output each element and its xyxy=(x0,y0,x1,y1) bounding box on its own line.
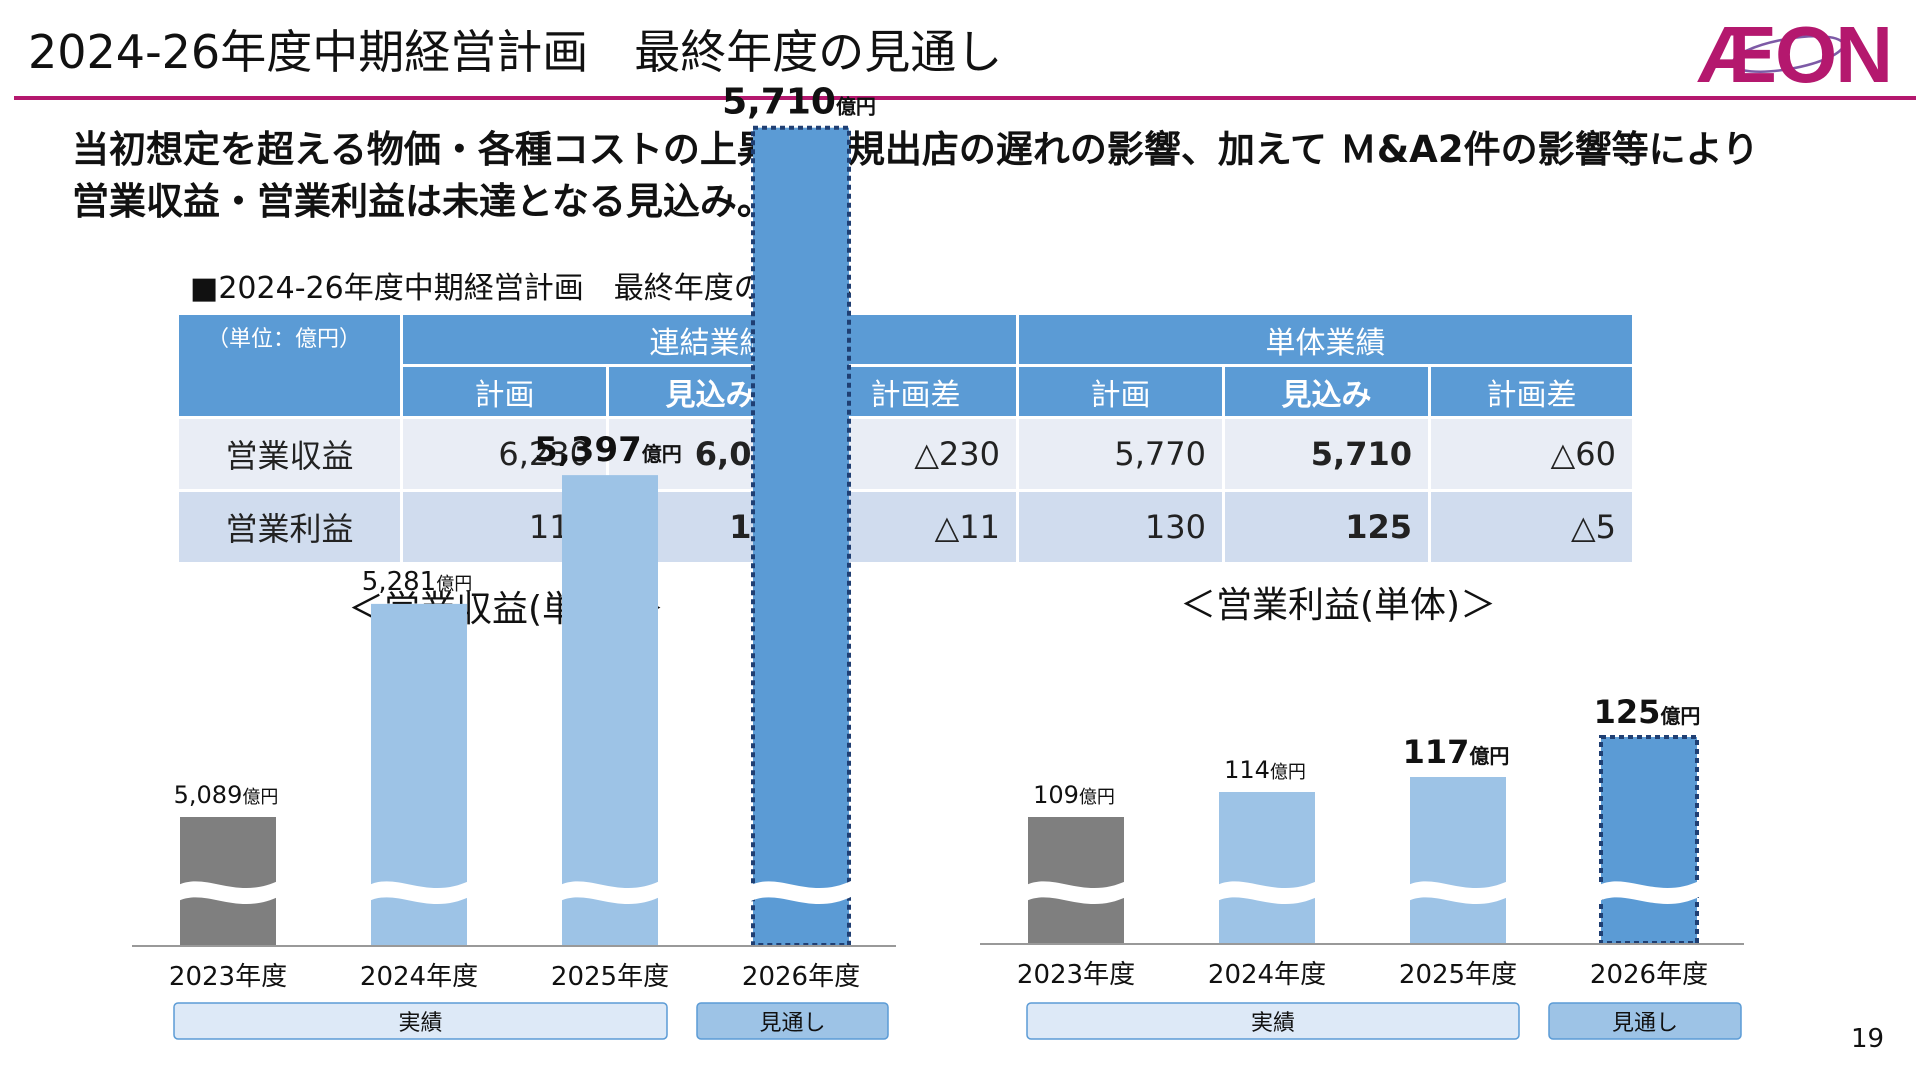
cell-single-plan: 130 xyxy=(1016,489,1225,565)
row-label: 営業収益 xyxy=(176,416,403,492)
bar-chart-revenue: 5,089億円 2023年度 5,281億円 2024年度 5,397億円 2025年度 5… xyxy=(132,82,896,1040)
row-label: 営業利益 xyxy=(176,489,403,565)
data-label: 125億円 xyxy=(1594,693,1701,731)
aeon-logo: ÆON xyxy=(1697,12,1893,92)
axis-break-mark xyxy=(1406,880,1510,905)
group-label: 見通し xyxy=(759,1011,825,1036)
group-label: 実績 xyxy=(1251,1011,1295,1036)
axis-break-mark xyxy=(367,880,471,905)
group-label: 見通し xyxy=(1612,1011,1678,1036)
cell-cons-plan: 6,230 xyxy=(400,416,609,492)
bar xyxy=(1028,817,1124,943)
category-label: 2024年度 xyxy=(1208,960,1326,990)
lead-line-2: 営業収益・営業利益は未達となる見込み。 xyxy=(72,180,774,223)
bar xyxy=(180,817,276,945)
header-single-forecast: 見込み xyxy=(1222,364,1431,419)
category-label: 2025年度 xyxy=(1399,960,1517,990)
header-standalone: 単体業績 xyxy=(1016,312,1635,367)
bar xyxy=(562,475,658,945)
group-band xyxy=(696,1002,889,1040)
category-label: 2023年度 xyxy=(169,962,287,992)
group-label: 実績 xyxy=(398,1011,442,1036)
axis-break-mark xyxy=(1215,880,1319,905)
data-label: 5,089億円 xyxy=(174,781,279,809)
svg-text:ÆON: ÆON xyxy=(1697,12,1891,92)
axis-break-mark xyxy=(1024,880,1128,905)
unit-label: （単位：億円） xyxy=(176,312,403,419)
group-band xyxy=(1026,1002,1520,1040)
bar xyxy=(751,125,851,947)
axis-break-mark xyxy=(749,880,853,905)
header-single-plan: 計画 xyxy=(1016,364,1225,419)
page-title: 2024-26年度中期経営計画 最終年度の見通し xyxy=(28,25,1003,79)
title-underline xyxy=(14,96,1916,100)
header-consolidated: 連結業績 xyxy=(400,312,1019,367)
axis-break-mark xyxy=(558,880,662,905)
table-header-row-groups: （単位：億円） 連結業績 単体業績 xyxy=(176,312,1635,419)
group-band xyxy=(1548,1002,1742,1040)
table-heading: ■2024-26年度中期経営計画 最終年度の見通し xyxy=(190,271,854,306)
lead-text: 当初想定を超える物価・各種コストの上昇、新規出店の遅れの影響、加えて Ｍ&A2件… xyxy=(72,124,1759,228)
data-label: 5,710億円 xyxy=(722,82,876,123)
page-number: 19 xyxy=(1851,1024,1885,1054)
header-single-diff: 計画差 xyxy=(1428,364,1635,419)
data-label: 114億円 xyxy=(1224,756,1306,784)
bar xyxy=(1410,777,1506,943)
forecast-table: （単位：億円） 連結業績 単体業績 計画 見込み 計画差 計画 見込み 計画差 … xyxy=(176,312,1635,565)
bar xyxy=(1219,792,1315,943)
bar xyxy=(1599,735,1699,945)
cell-single-diff: △60 xyxy=(1428,416,1635,492)
category-label: 2024年度 xyxy=(360,962,478,992)
data-label: 109億円 xyxy=(1033,781,1115,809)
chart-title-profit: ＜営業利益(単体)＞ xyxy=(1180,585,1497,626)
category-label: 2025年度 xyxy=(551,962,669,992)
cell-single-diff: △5 xyxy=(1428,489,1635,565)
cell-single-forecast: 5,710 xyxy=(1222,416,1431,492)
bar-chart-profit: 109億円 2023年度 114億円 2024年度 117億円 2025年度 125億円 20… xyxy=(980,693,1744,1040)
axis-break-mark xyxy=(176,880,280,905)
axis-break-mark xyxy=(1597,880,1701,905)
cell-single-plan: 5,770 xyxy=(1016,416,1225,492)
category-label: 2026年度 xyxy=(1590,960,1708,990)
lead-line-1: 当初想定を超える物価・各種コストの上昇、新規出店の遅れの影響、加えて Ｍ&A2件… xyxy=(72,128,1759,171)
header-cons-plan: 計画 xyxy=(400,364,609,419)
data-label: 5,397億円 xyxy=(534,430,682,470)
group-band xyxy=(173,1002,668,1040)
data-label: 117億円 xyxy=(1403,733,1510,771)
category-label: 2023年度 xyxy=(1017,960,1135,990)
data-label: 5,281億円 xyxy=(362,567,472,597)
cell-single-forecast: 125 xyxy=(1222,489,1431,565)
category-label: 2026年度 xyxy=(742,962,860,992)
